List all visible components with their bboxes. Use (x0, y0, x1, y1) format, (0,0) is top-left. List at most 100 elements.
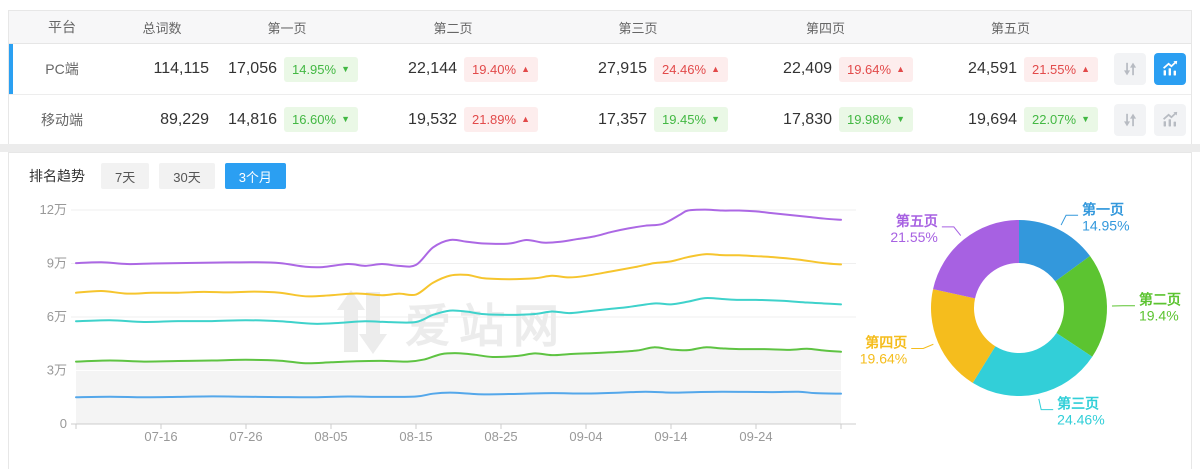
row-actions (1103, 53, 1191, 85)
donut-label-name: 第四页 (865, 335, 907, 351)
page4-cell: 17,830 19.98% ▼ (733, 107, 918, 132)
trend-arrow-icon: ▼ (1081, 114, 1090, 124)
sort-updown-button[interactable] (1114, 53, 1146, 85)
page1-cell: 17,056 14.95% ▼ (211, 56, 363, 82)
page5-cell: 24,591 21.55% ▲ (918, 56, 1103, 82)
donut-slice-第二页[interactable] (1055, 256, 1107, 357)
page3-count: 17,357 (598, 110, 647, 128)
donut-label-name: 第二页 (1139, 292, 1181, 308)
page3-count: 27,915 (598, 60, 647, 77)
col-header-page4: 第四页 (805, 20, 845, 36)
trend-arrow-icon: ▲ (1081, 63, 1090, 74)
change-badge: 19.45% ▼ (653, 107, 728, 132)
col-header-page1: 第一页 (267, 20, 307, 36)
aizhan-watermark: 爱站网 (337, 290, 567, 354)
tab-7-days[interactable]: 7天 (101, 163, 150, 189)
donut-label-value: 21.55% (890, 229, 937, 245)
donut-label-name: 第三页 (1057, 396, 1099, 412)
x-tick-label: 09-24 (739, 429, 772, 444)
page2-cell: 22,144 19.40% ▲ (363, 56, 543, 82)
page3-cell: 17,357 19.45% ▼ (543, 107, 733, 132)
trend-chart-button[interactable] (1154, 53, 1186, 85)
page4-count: 17,830 (783, 110, 832, 128)
trend-line-第三页 (75, 296, 842, 325)
total-words-value: 114,115 (153, 60, 209, 77)
change-badge: 19.40% ▲ (463, 56, 538, 82)
donut-label-value: 19.4% (1139, 308, 1179, 324)
page4-count: 22,409 (783, 60, 832, 77)
trend-arrow-icon: ▲ (896, 63, 905, 74)
change-badge: 16.60% ▼ (283, 107, 358, 132)
donut-label-value: 24.46% (1057, 412, 1104, 428)
donut-slice-第一页[interactable] (1019, 220, 1091, 282)
col-header-page5: 第五页 (990, 20, 1030, 36)
trend-line-第四页 (75, 253, 842, 298)
watermark-logo-icon (337, 290, 365, 352)
tab-30-days[interactable]: 30天 (159, 163, 215, 189)
x-tick-label: 08-25 (484, 429, 517, 444)
page1-count: 14,816 (228, 110, 277, 128)
y-tick-label: 6万 (47, 309, 67, 324)
col-header-page2: 第二页 (433, 20, 473, 36)
sort-updown-icon (1124, 113, 1137, 126)
page5-cell: 19,694 22.07% ▼ (918, 107, 1103, 132)
keyword-table-card: 平台 总词数 第一页 第二页 第三页 第四页 第五页 PC端 114,115 1… (8, 10, 1192, 145)
trend-chart-icon (1163, 60, 1178, 76)
donut-label-value: 14.95% (1082, 217, 1129, 233)
total-words-value: 89,229 (160, 110, 209, 128)
page1-cell: 14,816 16.60% ▼ (211, 107, 363, 132)
page2-count: 22,144 (408, 60, 457, 77)
change-badge: 19.64% ▲ (838, 56, 913, 82)
x-tick-label: 07-16 (144, 429, 177, 444)
x-tick-label: 09-14 (654, 429, 687, 444)
trend-arrow-icon: ▲ (521, 63, 530, 74)
platform-label: 移动端 (41, 111, 83, 128)
trend-arrow-icon: ▼ (341, 114, 350, 124)
page2-cell: 19,532 21.89% ▲ (363, 107, 543, 132)
y-tick-label: 12万 (40, 202, 67, 217)
col-header-total: 总词数 (142, 20, 182, 36)
change-badge: 19.98% ▼ (838, 107, 913, 132)
watermark-text: 爱站网 (405, 300, 567, 352)
sort-updown-button[interactable] (1114, 103, 1146, 136)
donut-slice-第五页[interactable] (933, 220, 1019, 299)
trend-title: 排名趋势 (29, 168, 85, 184)
donut-leader-line (1060, 214, 1079, 226)
change-badge: 22.07% ▼ (1023, 107, 1098, 132)
donut-slice-第三页[interactable] (972, 332, 1093, 396)
page5-count: 19,694 (968, 110, 1017, 128)
trend-line-第五页 (75, 208, 842, 269)
platform-label: PC端 (45, 61, 79, 77)
x-tick-label: 08-05 (314, 429, 347, 444)
page1-count: 17,056 (228, 60, 277, 77)
sort-updown-icon (1124, 62, 1137, 76)
y-tick-label: 9万 (47, 256, 67, 271)
trend-controls: 排名趋势 7天 30天 3个月 (29, 163, 296, 189)
trend-arrow-icon: ▼ (896, 114, 905, 124)
x-tick-label: 09-04 (569, 429, 602, 444)
trend-arrow-icon: ▼ (711, 114, 720, 124)
change-badge: 21.55% ▲ (1023, 56, 1098, 82)
table-header: 平台 总词数 第一页 第二页 第三页 第四页 第五页 (9, 11, 1191, 44)
change-badge: 14.95% ▼ (283, 56, 358, 82)
donut-leader-line (941, 226, 962, 236)
donut-label-name: 第五页 (896, 213, 938, 229)
trend-line-第二页 (75, 346, 842, 365)
y-tick-label: 3万 (47, 363, 67, 378)
change-badge: 21.89% ▲ (463, 107, 538, 132)
trend-arrow-icon: ▲ (521, 114, 530, 124)
donut-leader-line (1038, 398, 1054, 411)
col-header-page3: 第三页 (618, 20, 658, 36)
trend-chart-button[interactable] (1154, 103, 1186, 136)
page4-cell: 22,409 19.64% ▲ (733, 56, 918, 82)
x-tick-label: 07-26 (229, 429, 262, 444)
table-row-pc[interactable]: PC端 114,115 17,056 14.95% ▼ 22,144 19.40%… (9, 44, 1191, 94)
donut-slice-第四页[interactable] (931, 289, 996, 383)
watermark-logo-icon (359, 292, 387, 354)
donut-label-name: 第一页 (1082, 201, 1124, 217)
tab-3-months[interactable]: 3个月 (224, 163, 286, 189)
trend-arrow-icon: ▼ (341, 63, 350, 74)
table-row-mobile[interactable]: 移动端 89,229 14,816 16.60% ▼ 19,532 21.89% ▲… (9, 94, 1191, 144)
